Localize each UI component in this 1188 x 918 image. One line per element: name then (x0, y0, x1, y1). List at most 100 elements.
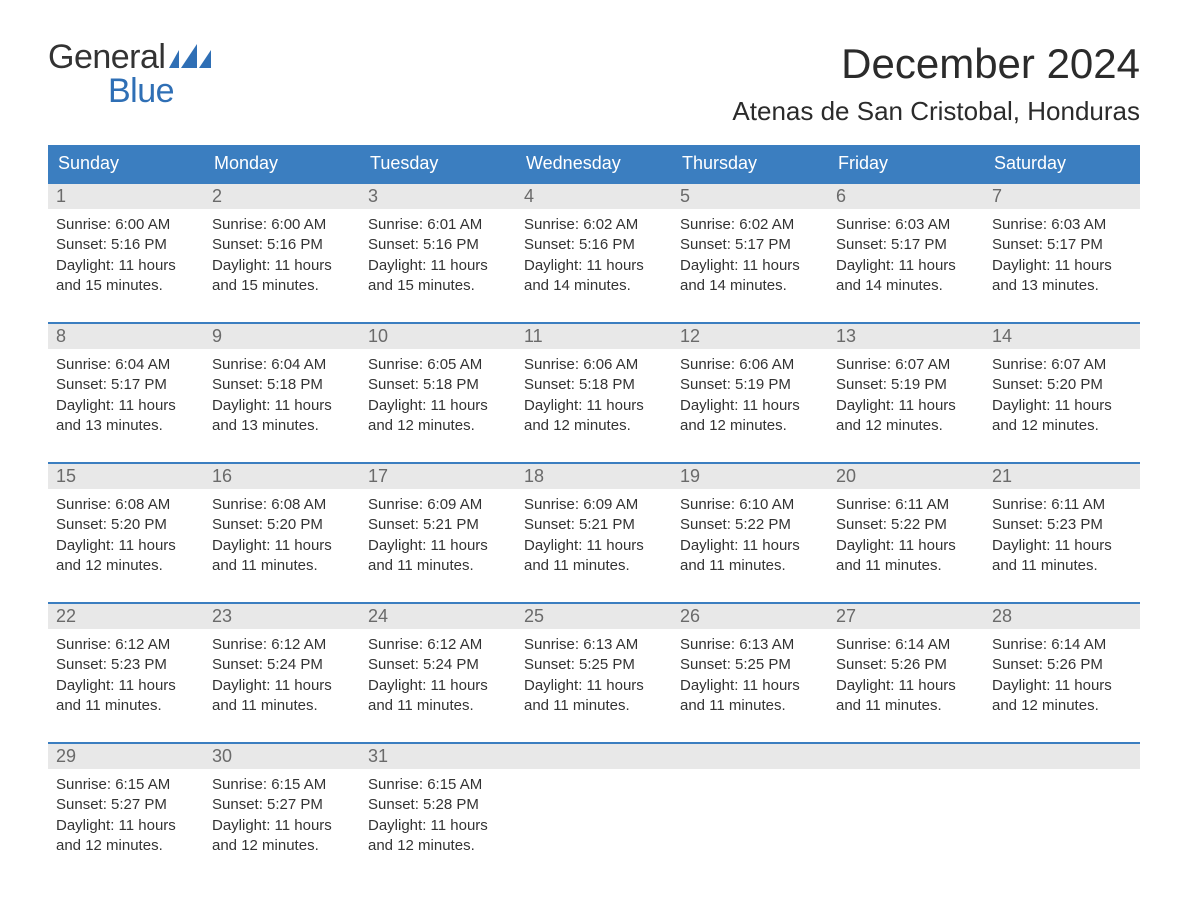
sunset-text: Sunset: 5:16 PM (56, 235, 196, 255)
day-number: 7 (984, 184, 1140, 209)
day-body: Sunrise: 6:05 AMSunset: 5:18 PMDaylight:… (360, 349, 516, 444)
day-cell: 6Sunrise: 6:03 AMSunset: 5:17 PMDaylight… (828, 184, 984, 304)
day-number: 3 (360, 184, 516, 209)
daylight-text-line1: Daylight: 11 hours (992, 256, 1132, 276)
daylight-text-line2: and 15 minutes. (212, 276, 352, 296)
day-number (672, 744, 828, 769)
header: General Blue December 2024 Atenas de San… (48, 40, 1140, 127)
sunrise-text: Sunrise: 6:01 AM (368, 215, 508, 235)
day-cell: 24Sunrise: 6:12 AMSunset: 5:24 PMDayligh… (360, 604, 516, 724)
sunrise-text: Sunrise: 6:14 AM (992, 635, 1132, 655)
sunrise-text: Sunrise: 6:12 AM (368, 635, 508, 655)
daylight-text-line1: Daylight: 11 hours (212, 676, 352, 696)
day-cell: 8Sunrise: 6:04 AMSunset: 5:17 PMDaylight… (48, 324, 204, 444)
sunrise-text: Sunrise: 6:02 AM (680, 215, 820, 235)
day-number: 16 (204, 464, 360, 489)
daylight-text-line1: Daylight: 11 hours (680, 536, 820, 556)
logo-flag-icon (169, 44, 211, 72)
day-body: Sunrise: 6:15 AMSunset: 5:27 PMDaylight:… (204, 769, 360, 864)
daylight-text-line2: and 12 minutes. (992, 696, 1132, 716)
day-number: 17 (360, 464, 516, 489)
daylight-text-line2: and 12 minutes. (524, 416, 664, 436)
sunset-text: Sunset: 5:26 PM (836, 655, 976, 675)
daylight-text-line2: and 12 minutes. (212, 836, 352, 856)
sunrise-text: Sunrise: 6:09 AM (524, 495, 664, 515)
daylight-text-line1: Daylight: 11 hours (992, 676, 1132, 696)
day-number: 1 (48, 184, 204, 209)
day-body: Sunrise: 6:02 AMSunset: 5:17 PMDaylight:… (672, 209, 828, 304)
logo: General Blue (48, 40, 211, 108)
sunset-text: Sunset: 5:23 PM (992, 515, 1132, 535)
daylight-text-line1: Daylight: 11 hours (212, 816, 352, 836)
calendar: SundayMondayTuesdayWednesdayThursdayFrid… (48, 145, 1140, 864)
weekday-header-cell: Thursday (672, 145, 828, 182)
day-cell: 4Sunrise: 6:02 AMSunset: 5:16 PMDaylight… (516, 184, 672, 304)
day-cell: 12Sunrise: 6:06 AMSunset: 5:19 PMDayligh… (672, 324, 828, 444)
title-block: December 2024 Atenas de San Cristobal, H… (732, 40, 1140, 127)
day-body: Sunrise: 6:07 AMSunset: 5:19 PMDaylight:… (828, 349, 984, 444)
day-number: 5 (672, 184, 828, 209)
sunset-text: Sunset: 5:18 PM (212, 375, 352, 395)
daylight-text-line2: and 11 minutes. (212, 696, 352, 716)
sunset-text: Sunset: 5:18 PM (524, 375, 664, 395)
day-number: 29 (48, 744, 204, 769)
day-body: Sunrise: 6:02 AMSunset: 5:16 PMDaylight:… (516, 209, 672, 304)
daylight-text-line1: Daylight: 11 hours (992, 396, 1132, 416)
sunrise-text: Sunrise: 6:12 AM (212, 635, 352, 655)
day-number: 11 (516, 324, 672, 349)
sunrise-text: Sunrise: 6:14 AM (836, 635, 976, 655)
day-number: 19 (672, 464, 828, 489)
sunset-text: Sunset: 5:17 PM (680, 235, 820, 255)
weekday-header-cell: Monday (204, 145, 360, 182)
week-row: 22Sunrise: 6:12 AMSunset: 5:23 PMDayligh… (48, 602, 1140, 724)
daylight-text-line1: Daylight: 11 hours (368, 396, 508, 416)
day-number: 31 (360, 744, 516, 769)
day-body: Sunrise: 6:03 AMSunset: 5:17 PMDaylight:… (828, 209, 984, 304)
day-body: Sunrise: 6:01 AMSunset: 5:16 PMDaylight:… (360, 209, 516, 304)
daylight-text-line2: and 11 minutes. (368, 696, 508, 716)
day-cell: 25Sunrise: 6:13 AMSunset: 5:25 PMDayligh… (516, 604, 672, 724)
sunrise-text: Sunrise: 6:13 AM (680, 635, 820, 655)
weekday-header-cell: Tuesday (360, 145, 516, 182)
daylight-text-line1: Daylight: 11 hours (836, 536, 976, 556)
daylight-text-line2: and 12 minutes. (368, 836, 508, 856)
weekday-header-row: SundayMondayTuesdayWednesdayThursdayFrid… (48, 145, 1140, 182)
daylight-text-line1: Daylight: 11 hours (56, 816, 196, 836)
daylight-text-line2: and 15 minutes. (56, 276, 196, 296)
day-body: Sunrise: 6:07 AMSunset: 5:20 PMDaylight:… (984, 349, 1140, 444)
day-number: 27 (828, 604, 984, 629)
day-cell: 17Sunrise: 6:09 AMSunset: 5:21 PMDayligh… (360, 464, 516, 584)
sunset-text: Sunset: 5:17 PM (56, 375, 196, 395)
day-cell: 19Sunrise: 6:10 AMSunset: 5:22 PMDayligh… (672, 464, 828, 584)
sunset-text: Sunset: 5:27 PM (212, 795, 352, 815)
day-cell: 7Sunrise: 6:03 AMSunset: 5:17 PMDaylight… (984, 184, 1140, 304)
weekday-header-cell: Friday (828, 145, 984, 182)
sunset-text: Sunset: 5:25 PM (680, 655, 820, 675)
month-title: December 2024 (732, 40, 1140, 88)
weekday-header-cell: Saturday (984, 145, 1140, 182)
day-body: Sunrise: 6:10 AMSunset: 5:22 PMDaylight:… (672, 489, 828, 584)
sunset-text: Sunset: 5:28 PM (368, 795, 508, 815)
day-body: Sunrise: 6:08 AMSunset: 5:20 PMDaylight:… (48, 489, 204, 584)
daylight-text-line2: and 11 minutes. (56, 696, 196, 716)
day-cell: 1Sunrise: 6:00 AMSunset: 5:16 PMDaylight… (48, 184, 204, 304)
day-number: 20 (828, 464, 984, 489)
daylight-text-line1: Daylight: 11 hours (680, 676, 820, 696)
day-cell: 10Sunrise: 6:05 AMSunset: 5:18 PMDayligh… (360, 324, 516, 444)
day-body: Sunrise: 6:03 AMSunset: 5:17 PMDaylight:… (984, 209, 1140, 304)
day-number (516, 744, 672, 769)
day-number: 9 (204, 324, 360, 349)
sunrise-text: Sunrise: 6:02 AM (524, 215, 664, 235)
day-number: 18 (516, 464, 672, 489)
sunset-text: Sunset: 5:20 PM (992, 375, 1132, 395)
day-body: Sunrise: 6:09 AMSunset: 5:21 PMDaylight:… (516, 489, 672, 584)
day-body: Sunrise: 6:00 AMSunset: 5:16 PMDaylight:… (48, 209, 204, 304)
day-body: Sunrise: 6:08 AMSunset: 5:20 PMDaylight:… (204, 489, 360, 584)
day-body: Sunrise: 6:14 AMSunset: 5:26 PMDaylight:… (984, 629, 1140, 724)
week-row: 1Sunrise: 6:00 AMSunset: 5:16 PMDaylight… (48, 182, 1140, 304)
daylight-text-line2: and 13 minutes. (212, 416, 352, 436)
daylight-text-line2: and 12 minutes. (680, 416, 820, 436)
sunset-text: Sunset: 5:24 PM (212, 655, 352, 675)
day-cell: 21Sunrise: 6:11 AMSunset: 5:23 PMDayligh… (984, 464, 1140, 584)
daylight-text-line1: Daylight: 11 hours (56, 536, 196, 556)
